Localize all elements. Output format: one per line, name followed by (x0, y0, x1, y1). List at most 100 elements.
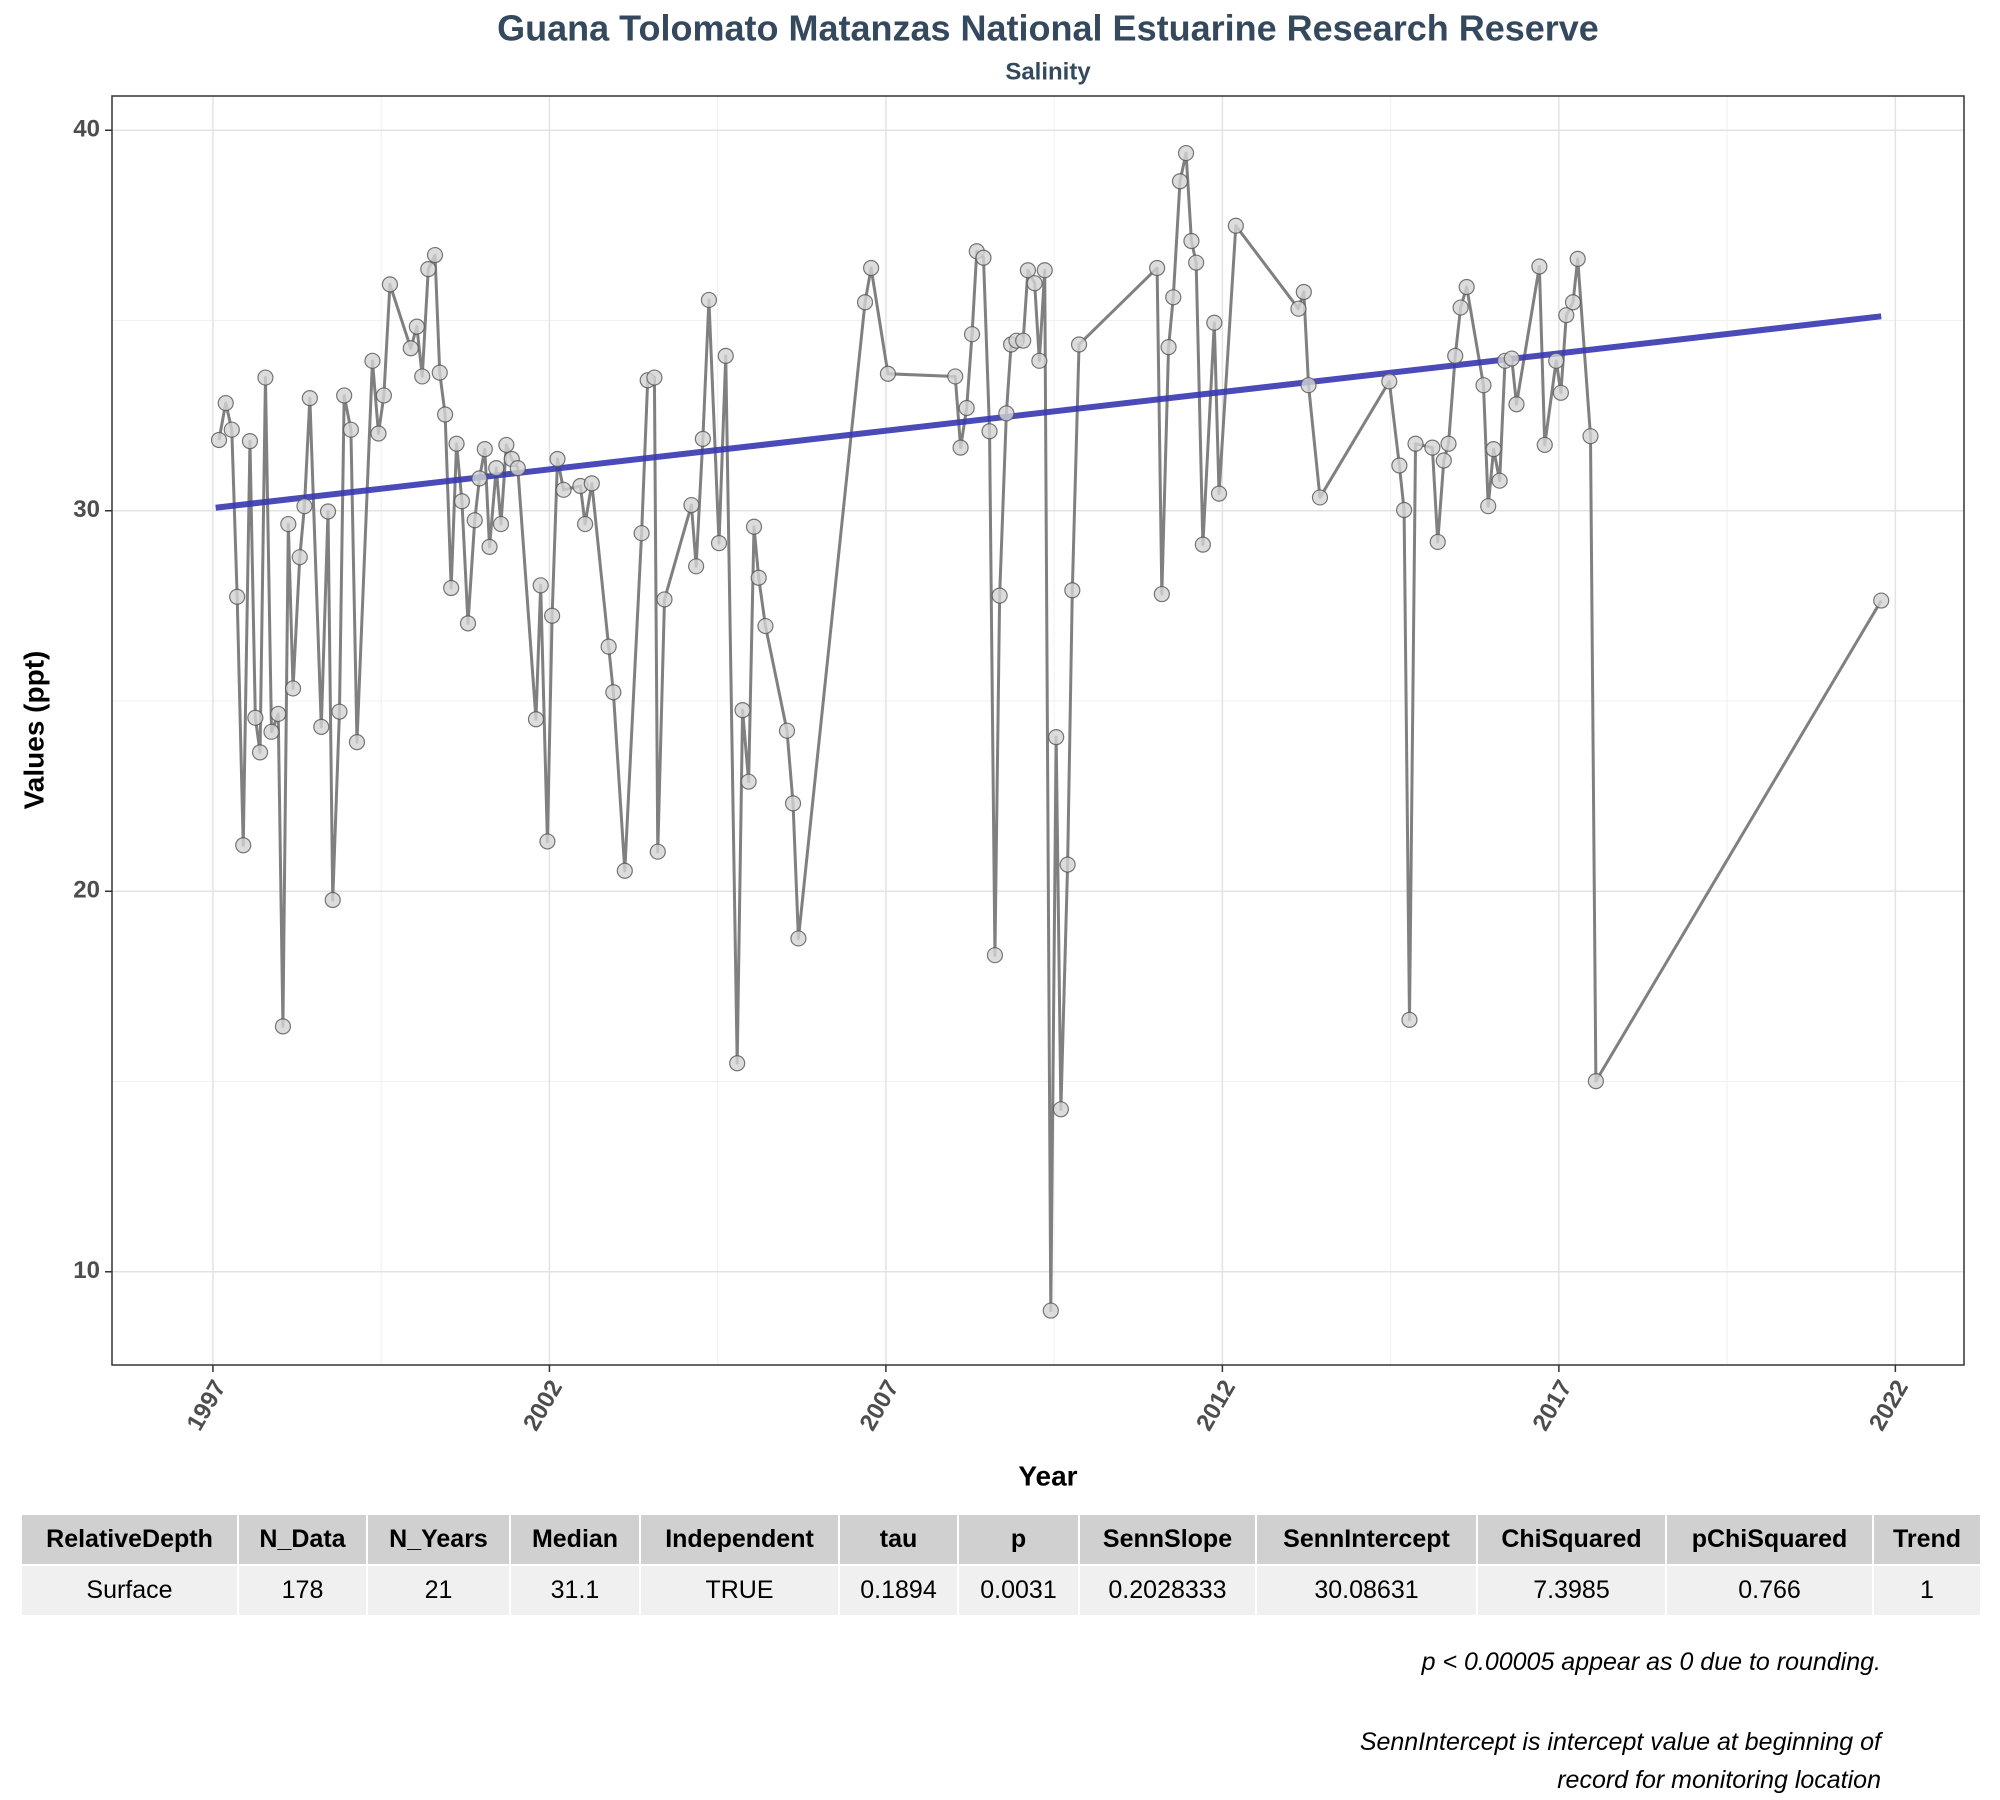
x-tick-label: 2022 (1864, 1376, 1914, 1436)
data-point (656, 591, 673, 608)
data-point (549, 450, 566, 468)
data-point (1401, 1011, 1418, 1028)
y-tick-label: 30 (73, 496, 100, 523)
data-point (229, 588, 246, 605)
note: p < 0.00005 appear as 0 due to rounding. (1421, 1648, 1881, 1676)
data-point (443, 579, 460, 597)
data-point (1503, 350, 1520, 367)
data-point (284, 680, 302, 697)
data-point (431, 364, 448, 381)
data-point (336, 387, 353, 404)
header-cell: p (957, 1513, 1080, 1566)
data-point (757, 617, 774, 635)
data-point (291, 549, 308, 566)
data-point (1019, 262, 1037, 279)
data-point (605, 684, 622, 701)
note: record for monitoring location (1557, 1766, 1881, 1794)
data-point (426, 246, 444, 264)
notes: p < 0.00005 appear as 0 due to rounding.… (1360, 1643, 1881, 1799)
data-point (527, 711, 545, 728)
data-point (544, 607, 561, 624)
data-point (1177, 144, 1195, 162)
data-point (492, 515, 510, 533)
data-point (1558, 307, 1575, 324)
y-tick-label: 20 (73, 877, 100, 904)
data-point (998, 405, 1015, 422)
data-point (750, 569, 767, 586)
data-point (1582, 428, 1599, 445)
data-point (1295, 283, 1312, 301)
table-cell: 21 (366, 1564, 511, 1617)
table-cell: 0.2028333 (1078, 1564, 1257, 1617)
data-point (466, 512, 483, 529)
header-cell: SennSlope (1078, 1513, 1257, 1566)
data-point (975, 249, 992, 266)
data-point (319, 503, 337, 520)
data-point (1552, 384, 1569, 401)
data-point (1564, 294, 1582, 311)
chart-title: Guana Tolomato Matanzas National Estuari… (497, 8, 1599, 49)
data-point (1188, 254, 1205, 271)
table-cell: Surface (20, 1564, 239, 1617)
stats-table: RelativeDepth N_Data N_Years Median Independ… (20, 1513, 1982, 1617)
plot-border (111, 95, 1965, 1366)
data-point (740, 773, 757, 790)
x-tick-label: 1997 (182, 1376, 232, 1436)
data-point (1491, 472, 1508, 489)
table-body: Surface 178 21 31.1 TRUE 0.1894 0.0031 0.202833… (20, 1564, 1982, 1617)
data-point (532, 577, 549, 594)
data-point (488, 460, 505, 477)
trend-line (215, 313, 1882, 511)
data-point (1165, 289, 1182, 306)
data-point (784, 795, 802, 812)
header-cell: N_Years (366, 1513, 511, 1566)
data-point (210, 431, 228, 449)
data-point (1052, 1101, 1069, 1118)
table-cell: 7.3985 (1476, 1564, 1667, 1617)
data-point (301, 390, 318, 407)
data-point (263, 723, 280, 740)
data-point (1569, 250, 1586, 267)
data-point (1015, 332, 1032, 349)
data-point (1424, 439, 1441, 456)
data-point (1447, 347, 1464, 364)
data-point (381, 276, 399, 293)
table-cell: 0.766 (1665, 1564, 1874, 1617)
y-tick-label: 10 (73, 1257, 100, 1284)
data-point (476, 441, 493, 458)
data-point (1227, 217, 1244, 234)
data-point (223, 421, 240, 438)
table-row: Surface 178 21 31.1 TRUE 0.1894 0.0031 0.202833… (20, 1564, 1982, 1617)
data-point (778, 722, 796, 739)
data-point (555, 481, 572, 498)
table-cell: 30.08631 (1255, 1564, 1478, 1617)
table-cell: 0.1894 (838, 1564, 959, 1617)
x-axis-title: Year (1018, 1460, 1077, 1491)
data-point (1183, 232, 1200, 250)
header-cell: Independent (639, 1513, 840, 1566)
data-point (600, 638, 617, 655)
data-point (1210, 485, 1228, 502)
data-point (1059, 856, 1076, 873)
data-point (217, 394, 234, 412)
data-point (257, 369, 274, 386)
header-row: RelativeDepth N_Data N_Years Median Independ… (20, 1513, 1982, 1566)
header-cell: pChiSquared (1665, 1513, 1874, 1566)
data-point (694, 430, 711, 447)
chart: Guana Tolomato Matanzas National Estuari… (18, 8, 1965, 1491)
data-point (583, 475, 600, 492)
x-tick-label: 2002 (518, 1376, 568, 1436)
data-point (1300, 377, 1317, 394)
data-point (1480, 498, 1497, 515)
table-head: RelativeDepth N_Data N_Years Median Independ… (20, 1513, 1982, 1566)
data-point (1440, 435, 1457, 452)
data-point (437, 406, 454, 423)
data-point (576, 515, 594, 533)
table-cell: 178 (237, 1564, 368, 1617)
data-point (1171, 173, 1189, 190)
data-point (734, 702, 751, 719)
data-point (408, 318, 425, 335)
data-point (509, 460, 526, 477)
table-cell: TRUE (639, 1564, 840, 1617)
data-point (863, 259, 880, 277)
